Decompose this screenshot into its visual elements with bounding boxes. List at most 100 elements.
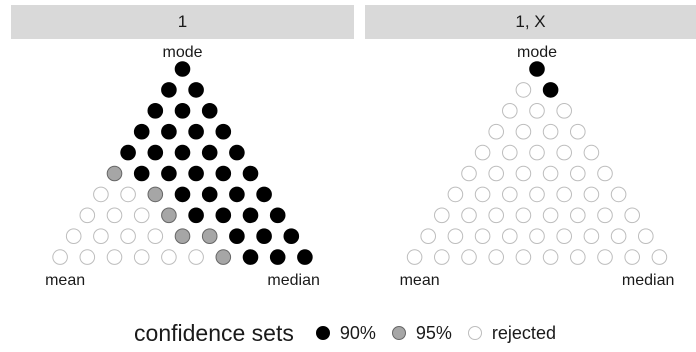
dot-rejected <box>610 228 627 244</box>
dot-rejected <box>188 249 204 265</box>
dot-rejected <box>93 228 109 244</box>
dot-rejected <box>461 249 477 265</box>
dot-95 <box>215 249 232 265</box>
vertex-label-mode: mode <box>517 44 557 61</box>
dot-rejected <box>556 103 572 119</box>
dot-rejected <box>556 186 572 203</box>
dot-90 <box>161 165 177 182</box>
panel-title-strip: 1 <box>11 5 354 39</box>
dot-rejected <box>529 144 545 161</box>
dot-rejected <box>474 186 491 203</box>
dot-rejected <box>651 249 668 265</box>
panel-title: 1, X <box>515 12 546 31</box>
legend-swatch-90 <box>315 326 330 340</box>
dot-90 <box>215 123 232 140</box>
dot-90 <box>188 82 204 98</box>
dot-rejected <box>610 186 627 203</box>
legend-label-95: 95% <box>415 322 452 343</box>
dot-rejected <box>79 249 96 265</box>
dot-95 <box>106 165 123 182</box>
dot-90 <box>269 207 286 224</box>
dot-90 <box>201 144 218 161</box>
dot-95 <box>147 186 164 203</box>
dot-95 <box>174 228 191 244</box>
dot-rejected <box>570 207 586 224</box>
dot-90 <box>297 249 313 265</box>
dot-rejected <box>597 249 613 265</box>
dot-rejected <box>556 228 572 244</box>
dot-rejected <box>65 228 82 244</box>
dot-rejected <box>542 165 559 182</box>
dot-rejected <box>502 228 518 244</box>
dot-rejected <box>570 249 586 265</box>
dot-rejected <box>583 186 600 203</box>
dot-90 <box>174 186 191 203</box>
dot-rejected <box>106 249 123 265</box>
dot-90 <box>174 144 191 161</box>
dot-rejected <box>542 249 559 265</box>
dot-rejected <box>120 186 136 203</box>
dot-rejected <box>583 228 600 244</box>
dot-rejected <box>447 228 464 244</box>
vertex-label-median: median <box>267 272 319 289</box>
dot-rejected <box>502 144 518 161</box>
dot-rejected <box>570 165 586 182</box>
dot-rejected <box>133 249 150 265</box>
dot-rejected <box>597 165 613 182</box>
legend-swatch-95 <box>391 326 406 340</box>
dot-90 <box>242 165 259 182</box>
dot-rejected <box>93 186 109 203</box>
triangle-plot: mode mean median <box>45 44 320 289</box>
dot-rejected <box>529 103 545 119</box>
panel-1: 1 mode mean median <box>11 0 354 310</box>
legend-swatch-rejected <box>467 326 482 340</box>
dot-95 <box>161 207 177 224</box>
dot-rejected <box>488 165 504 182</box>
dot-90 <box>529 61 545 77</box>
dot-90 <box>133 165 150 182</box>
legend: confidence sets 90% 95% rejected <box>0 314 696 352</box>
dot-rejected <box>529 186 545 203</box>
dot-90 <box>147 144 164 161</box>
dot-rejected <box>597 207 613 224</box>
dot-90 <box>147 103 164 119</box>
dot-90 <box>161 123 177 140</box>
dot-rejected <box>624 207 641 224</box>
dot-rejected <box>515 123 532 140</box>
dot-95 <box>201 228 218 244</box>
dot-rejected <box>542 207 559 224</box>
dot-90 <box>201 186 218 203</box>
panel-title-strip: 1, X <box>365 5 696 39</box>
dot-rejected <box>120 228 136 244</box>
dot-rejected <box>461 165 477 182</box>
dot-rejected <box>529 228 545 244</box>
dot-90 <box>242 249 259 265</box>
dot-90 <box>188 165 204 182</box>
dot-rejected <box>502 103 518 119</box>
dot-rejected <box>515 249 532 265</box>
dot-90 <box>188 123 204 140</box>
legend-label-rejected: rejected <box>491 322 556 343</box>
dot-rejected <box>133 207 150 224</box>
legend-title: confidence sets <box>134 319 294 346</box>
dot-rejected <box>488 207 504 224</box>
dot-rejected <box>106 207 123 224</box>
dot-90 <box>188 207 204 224</box>
dot-rejected <box>420 228 437 244</box>
dot-90 <box>229 144 245 161</box>
dot-90 <box>229 228 245 244</box>
dot-rejected <box>638 228 654 244</box>
dot-rejected <box>583 144 600 161</box>
panel-title: 1 <box>177 12 188 31</box>
dot-rejected <box>52 249 68 265</box>
dot-rejected <box>406 249 423 265</box>
dot-90 <box>174 103 191 119</box>
dot-90 <box>174 61 191 77</box>
dot-rejected <box>147 228 164 244</box>
vertex-label-mode: mode <box>162 44 202 61</box>
legend-item-95: 95% <box>391 322 458 344</box>
dot-rejected <box>515 207 532 224</box>
legend-label-90: 90% <box>339 322 376 343</box>
dot-90 <box>269 249 286 265</box>
legend-item-90: 90% <box>315 322 382 344</box>
